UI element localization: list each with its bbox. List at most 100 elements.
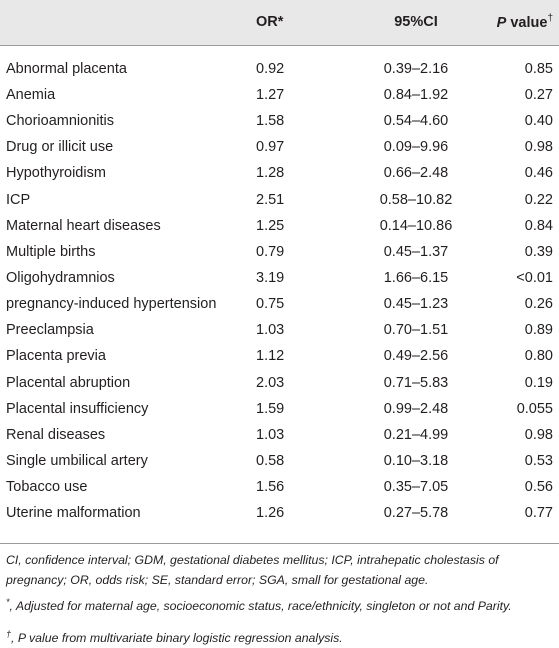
cell-ci: 0.71–5.83 [383, 374, 449, 391]
table-row: Oligohydramnios 3.19 1.66–6.15 <0.01 [0, 265, 559, 291]
cell-variable: Renal diseases [6, 426, 106, 443]
cell-ci: 0.27–5.78 [383, 505, 449, 522]
cell-p-value: 0.19 [524, 374, 553, 391]
cell-variable: Drug or illicit use [6, 139, 114, 156]
cell-p-value: 0.98 [524, 139, 553, 156]
table-row: Tobacco use 1.56 0.35–7.05 0.56 [0, 474, 559, 500]
cell-or: 1.03 [256, 322, 285, 339]
cell-or: 0.58 [256, 453, 285, 470]
cell-or: 0.97 [256, 139, 285, 156]
cell-variable: pregnancy-induced hypertension [6, 296, 217, 313]
cell-p-value: 0.80 [524, 348, 553, 365]
header-ci: 95%CI [336, 0, 496, 46]
cell-variable: Oligohydramnios [6, 270, 115, 287]
cell-ci: 0.45–1.23 [383, 296, 449, 313]
table-row: Hypothyroidism 1.28 0.66–2.48 0.46 [0, 160, 559, 186]
header-or: OR* [256, 0, 336, 46]
cell-or: 1.03 [256, 426, 285, 443]
cell-ci: 0.10–3.18 [383, 453, 449, 470]
cell-variable: Maternal heart diseases [6, 217, 161, 234]
cell-or: 1.12 [256, 348, 285, 365]
cell-variable: Placental abruption [6, 374, 131, 391]
table-row: Drug or illicit use 0.97 0.09–9.96 0.98 [0, 134, 559, 160]
table-row: Placental abruption 2.03 0.71–5.83 0.19 [0, 370, 559, 396]
cell-ci: 0.49–2.56 [383, 348, 449, 365]
cell-p-value: 0.56 [524, 479, 553, 496]
table-row: Single umbilical artery 0.58 0.10–3.18 0.53 [0, 448, 559, 474]
header-p-rest: value [506, 15, 548, 32]
table-row: Preeclampsia 1.03 0.70–1.51 0.89 [0, 317, 559, 343]
cell-or: 1.59 [256, 400, 285, 417]
cell-or: 2.51 [256, 191, 285, 208]
cell-or: 1.27 [256, 87, 285, 104]
cell-or: 1.56 [256, 479, 285, 496]
cell-ci: 0.14–10.86 [379, 217, 453, 234]
cell-variable: Abnormal placenta [6, 61, 127, 78]
footnote-dagger-mark: † [6, 629, 12, 639]
cell-or: 1.25 [256, 217, 285, 234]
footnote-abbreviations: CI, confidence interval; GDM, gestationa… [6, 553, 499, 587]
cell-p-value: <0.01 [516, 270, 553, 287]
cell-or: 0.75 [256, 296, 285, 313]
cell-or: 3.19 [256, 270, 285, 287]
cell-p-value: 0.27 [524, 87, 553, 104]
table-row: Chorioamnionitis 1.58 0.54–4.60 0.40 [0, 108, 559, 134]
cell-ci: 0.58–10.82 [379, 191, 453, 208]
cell-p-value: 0.53 [524, 453, 553, 470]
cell-p-value: 0.84 [524, 217, 553, 234]
table-row: Maternal heart diseases 1.25 0.14–10.86 0.8… [0, 213, 559, 239]
table-row: Placental insufficiency 1.59 0.99–2.48 0.05… [0, 396, 559, 422]
cell-variable: Tobacco use [6, 479, 88, 496]
header-p-dagger: † [547, 13, 553, 25]
cell-variable: Chorioamnionitis [6, 113, 114, 130]
cell-p-value: 0.055 [516, 400, 553, 417]
header-p-value: P value† [496, 0, 559, 46]
table-row: pregnancy-induced hypertension 0.75 0.45–1… [0, 291, 559, 317]
table-row: Multiple births 0.79 0.45–1.37 0.39 [0, 239, 559, 265]
footnote-star-mark: * [6, 597, 10, 607]
cell-ci: 1.66–6.15 [383, 270, 449, 287]
cell-ci: 0.99–2.48 [383, 400, 449, 417]
table-row: Anemia 1.27 0.84–1.92 0.27 [0, 82, 559, 108]
cell-variable: ICP [6, 191, 31, 208]
cell-ci: 0.84–1.92 [383, 87, 449, 104]
footnote-p-value: †, P value from multivariate binary logi… [6, 624, 554, 648]
header-variable [0, 0, 256, 46]
table-row: Renal diseases 1.03 0.21–4.99 0.98 [0, 422, 559, 448]
cell-variable: Preeclampsia [6, 322, 94, 339]
cell-variable: Hypothyroidism [6, 165, 106, 182]
table-body: Abnormal placenta 0.92 0.39–2.16 0.85 Anemia… [0, 45, 559, 526]
cell-p-value: 0.98 [524, 426, 553, 443]
cell-variable: Uterine malformation [6, 505, 141, 522]
cell-variable: Single umbilical artery [6, 453, 148, 470]
header-row: OR* 95%CI P value† [0, 0, 559, 46]
cell-or: 1.58 [256, 113, 285, 130]
cell-p-value: 0.46 [524, 165, 553, 182]
cell-ci: 0.70–1.51 [383, 322, 449, 339]
cell-or: 0.79 [256, 243, 285, 260]
footnote-star-text: , Adjusted for maternal age, socioeconom… [9, 599, 512, 613]
cell-p-value: 0.40 [524, 113, 553, 130]
cell-ci: 0.45–1.37 [383, 243, 449, 260]
cell-or: 2.03 [256, 374, 285, 391]
cell-variable: Anemia [6, 87, 56, 104]
cell-ci: 0.35–7.05 [383, 479, 449, 496]
table-row: ICP 2.51 0.58–10.82 0.22 [0, 187, 559, 213]
results-table: OR* 95%CI P value† Abnormal placenta 0.92… [0, 0, 559, 526]
table-bottom-rule [0, 543, 559, 544]
cell-variable: Placenta previa [6, 348, 106, 365]
cell-ci: 0.54–4.60 [383, 113, 449, 130]
table-row: Abnormal placenta 0.92 0.39–2.16 0.85 [0, 45, 559, 82]
cell-p-value: 0.77 [524, 505, 553, 522]
cell-ci: 0.66–2.48 [383, 165, 449, 182]
cell-ci: 0.21–4.99 [383, 426, 449, 443]
footnote-adjusted: *, Adjusted for maternal age, socioecono… [6, 592, 554, 616]
cell-ci: 0.09–9.96 [383, 139, 449, 156]
cell-p-value: 0.26 [524, 296, 553, 313]
cell-p-value: 0.89 [524, 322, 553, 339]
cell-or: 0.92 [256, 61, 285, 78]
footnote-dagger-text: , P value from multivariate binary logis… [11, 631, 343, 645]
cell-or: 1.26 [256, 505, 285, 522]
cell-ci: 0.39–2.16 [383, 61, 449, 78]
